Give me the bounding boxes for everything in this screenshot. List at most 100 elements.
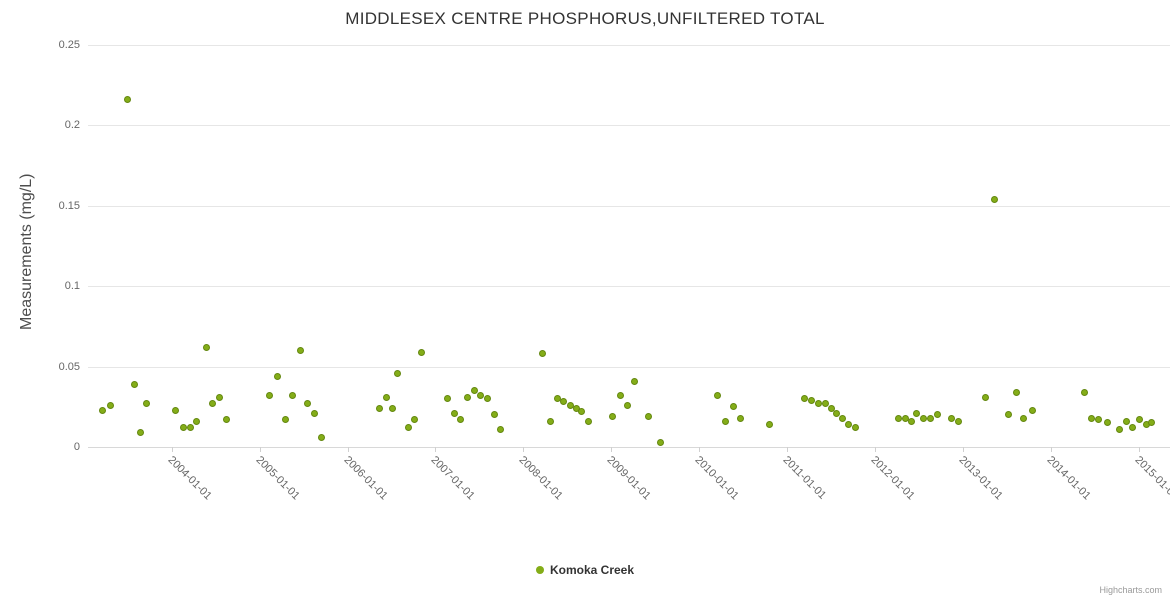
data-point[interactable] (991, 195, 999, 203)
data-point[interactable] (616, 392, 624, 400)
x-axis-tick (963, 447, 965, 452)
x-axis-line (88, 447, 1170, 448)
data-point[interactable] (417, 348, 425, 356)
data-point[interactable] (131, 380, 139, 388)
data-point[interactable] (730, 403, 738, 411)
data-point[interactable] (608, 412, 616, 420)
data-point[interactable] (375, 404, 383, 412)
x-axis-tick-label: 2010-01-01 (692, 454, 742, 503)
data-point[interactable] (955, 417, 963, 425)
data-point[interactable] (623, 401, 631, 409)
data-point[interactable] (463, 393, 471, 401)
data-point[interactable] (920, 414, 928, 422)
data-point[interactable] (457, 416, 465, 424)
data-point[interactable] (296, 347, 304, 355)
data-point[interactable] (1020, 414, 1028, 422)
data-point[interactable] (1013, 388, 1021, 396)
data-point[interactable] (839, 414, 847, 422)
data-point[interactable] (852, 424, 860, 432)
data-point[interactable] (1104, 419, 1112, 427)
x-axis-tick (435, 447, 437, 452)
data-point[interactable] (222, 416, 230, 424)
data-point[interactable] (539, 350, 547, 358)
data-point[interactable] (179, 424, 187, 432)
data-point[interactable] (907, 417, 915, 425)
data-point[interactable] (203, 343, 211, 351)
data-point[interactable] (483, 395, 491, 403)
data-point[interactable] (630, 377, 638, 385)
data-point[interactable] (209, 400, 217, 408)
data-point[interactable] (192, 417, 200, 425)
data-point[interactable] (107, 401, 115, 409)
data-point[interactable] (814, 400, 822, 408)
data-point[interactable] (845, 420, 853, 428)
data-point[interactable] (1135, 416, 1143, 424)
data-point[interactable] (560, 398, 568, 406)
data-point[interactable] (497, 425, 505, 433)
data-point[interactable] (657, 438, 665, 446)
data-point[interactable] (927, 414, 935, 422)
data-point[interactable] (394, 369, 402, 377)
data-point[interactable] (143, 400, 151, 408)
data-point[interactable] (833, 409, 841, 417)
data-point[interactable] (303, 400, 311, 408)
data-point[interactable] (1116, 425, 1124, 433)
x-axis-tick-label: 2015-01-01 (1132, 454, 1170, 503)
data-point[interactable] (1081, 388, 1089, 396)
highcharts-credits-link[interactable]: Highcharts.com (1099, 585, 1162, 595)
data-point[interactable] (1148, 419, 1156, 427)
data-point[interactable] (737, 414, 745, 422)
data-point[interactable] (1004, 411, 1012, 419)
data-point[interactable] (288, 392, 296, 400)
data-point[interactable] (981, 393, 989, 401)
data-point[interactable] (451, 409, 459, 417)
x-axis-tick (787, 447, 789, 452)
data-point[interactable] (1095, 416, 1103, 424)
data-point[interactable] (894, 414, 902, 422)
data-point[interactable] (827, 404, 835, 412)
data-point[interactable] (318, 433, 326, 441)
data-point[interactable] (1029, 406, 1037, 414)
data-point[interactable] (1088, 414, 1096, 422)
data-point[interactable] (913, 409, 921, 417)
x-axis-tick (259, 447, 261, 452)
data-point[interactable] (714, 392, 722, 400)
data-point[interactable] (186, 424, 194, 432)
x-axis-tick-label: 2013-01-01 (956, 454, 1006, 503)
data-point[interactable] (470, 387, 478, 395)
data-point[interactable] (215, 393, 223, 401)
legend-item-komoka-creek[interactable]: Komoka Creek (535, 563, 634, 577)
data-point[interactable] (281, 416, 289, 424)
data-point[interactable] (410, 416, 418, 424)
x-axis-tick (611, 447, 613, 452)
data-point[interactable] (577, 408, 585, 416)
data-point[interactable] (1122, 417, 1130, 425)
data-point[interactable] (948, 414, 956, 422)
data-point[interactable] (265, 392, 273, 400)
data-point[interactable] (310, 409, 318, 417)
data-point[interactable] (644, 412, 652, 420)
data-point[interactable] (490, 411, 498, 419)
data-point[interactable] (934, 411, 942, 419)
y-axis-tick-label: 0.15 (58, 199, 80, 212)
data-point[interactable] (821, 400, 829, 408)
data-point[interactable] (404, 424, 412, 432)
data-point[interactable] (137, 429, 145, 437)
x-axis-tick (699, 447, 701, 452)
data-point[interactable] (722, 417, 730, 425)
data-point[interactable] (444, 395, 452, 403)
data-point[interactable] (547, 417, 555, 425)
data-point[interactable] (476, 392, 484, 400)
data-point[interactable] (585, 417, 593, 425)
x-axis-tick-label: 2004-01-01 (165, 454, 214, 503)
data-point[interactable] (171, 406, 179, 414)
data-point[interactable] (99, 406, 107, 414)
data-point[interactable] (124, 96, 132, 104)
data-point[interactable] (801, 395, 809, 403)
data-point[interactable] (766, 420, 774, 428)
data-point[interactable] (1128, 424, 1136, 432)
data-point[interactable] (388, 404, 396, 412)
data-point[interactable] (382, 393, 390, 401)
y-gridline (88, 125, 1170, 127)
data-point[interactable] (273, 372, 281, 380)
